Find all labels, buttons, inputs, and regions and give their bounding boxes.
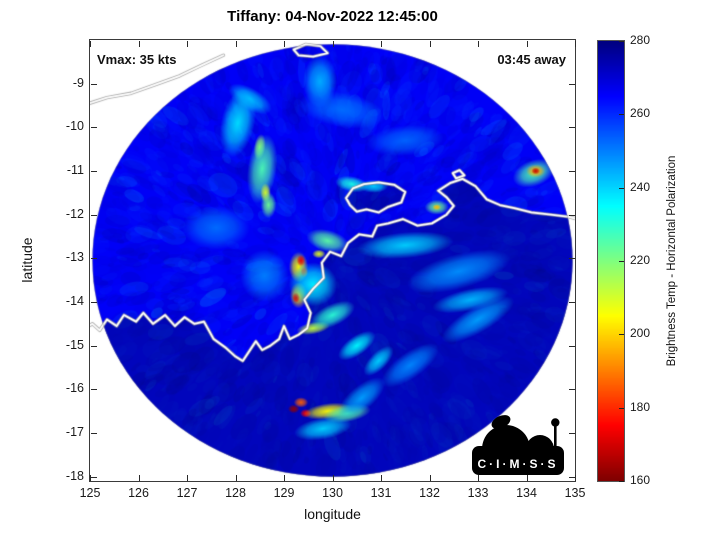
colorbar-tick-mark bbox=[619, 481, 624, 482]
x-tick-mark bbox=[138, 475, 140, 481]
x-tick-mark bbox=[526, 41, 528, 47]
y-tick-mark bbox=[569, 170, 575, 172]
dish-mast bbox=[497, 421, 505, 437]
logo-text: C·I·M·S·S bbox=[478, 457, 559, 471]
vmax-annotation: Vmax: 35 kts bbox=[97, 52, 177, 67]
colorbar-tick-label: 260 bbox=[630, 106, 651, 121]
logo-base bbox=[472, 446, 564, 475]
x-tick-mark bbox=[575, 475, 576, 481]
colorbar-tick-mark bbox=[619, 41, 624, 42]
x-tick-label: 130 bbox=[322, 486, 343, 500]
x-tick-mark bbox=[284, 41, 285, 47]
y-tick-mark bbox=[91, 301, 97, 303]
x-tick-label: 131 bbox=[370, 486, 392, 500]
x-tick-label: 133 bbox=[467, 486, 489, 500]
y-tick-mark bbox=[569, 214, 575, 216]
y-tick-mark bbox=[569, 258, 575, 260]
x-tick-mark bbox=[90, 41, 91, 47]
y-tick-mark bbox=[91, 258, 97, 260]
x-tick-mark bbox=[138, 41, 140, 47]
x-tick-mark bbox=[429, 475, 431, 481]
x-tick-label: 126 bbox=[128, 486, 149, 500]
plot-area bbox=[89, 39, 576, 482]
y-tick-label: -18 bbox=[65, 468, 84, 483]
x-tick-mark bbox=[90, 475, 91, 481]
x-tick-label: 125 bbox=[79, 486, 101, 500]
y-tick-label: -14 bbox=[65, 293, 84, 308]
x-tick-label: 127 bbox=[176, 486, 198, 500]
x-tick-mark bbox=[381, 475, 382, 481]
y-tick-label: -12 bbox=[65, 206, 84, 221]
x-tick-mark bbox=[187, 475, 188, 481]
x-tick-mark bbox=[381, 41, 382, 47]
x-tick-mark bbox=[478, 475, 479, 481]
x-tick-mark bbox=[429, 41, 431, 47]
x-tick-mark bbox=[235, 41, 237, 47]
x-tick-mark bbox=[575, 41, 576, 47]
y-tick-mark bbox=[569, 83, 575, 85]
y-tick-mark bbox=[569, 389, 575, 391]
y-tick-label: -13 bbox=[65, 250, 84, 265]
y-tick-mark bbox=[91, 170, 97, 172]
y-tick-label: -17 bbox=[65, 424, 84, 439]
y-tick-mark bbox=[91, 127, 97, 129]
x-tick-mark bbox=[284, 475, 285, 481]
x-tick-mark bbox=[478, 41, 479, 47]
y-tick-mark bbox=[569, 301, 575, 303]
x-tick-label: 129 bbox=[273, 486, 295, 500]
x-tick-mark bbox=[526, 475, 528, 481]
colorbar-tick-label: 280 bbox=[630, 33, 651, 47]
cimss-logo: C·I·M·S·S bbox=[472, 415, 564, 475]
colorbar-tick-mark bbox=[619, 334, 624, 336]
colorbar-tick-label: 180 bbox=[630, 399, 651, 414]
tower-dish-icon bbox=[551, 418, 560, 427]
colorbar-tick-mark bbox=[619, 407, 624, 409]
y-tick-label: -10 bbox=[65, 119, 84, 134]
small-dome-icon bbox=[526, 435, 554, 449]
observatory-dome-icon bbox=[482, 425, 530, 449]
eta-annotation: 03:45 away bbox=[497, 52, 566, 67]
y-tick-mark bbox=[91, 345, 97, 347]
chart-title: Tiffany: 04-Nov-2022 12:45:00 bbox=[227, 8, 438, 25]
colorbar-tick-mark bbox=[619, 114, 624, 116]
x-tick-mark bbox=[187, 41, 188, 47]
colorbar-tick-label: 160 bbox=[630, 473, 651, 487]
y-tick-label: -9 bbox=[72, 75, 84, 90]
colorbar-tick-label: 240 bbox=[630, 179, 651, 194]
y-axis-label: latitude bbox=[19, 237, 35, 283]
y-tick-mark bbox=[569, 345, 575, 347]
x-tick-label: 132 bbox=[419, 486, 440, 500]
x-tick-mark bbox=[332, 475, 334, 481]
x-tick-mark bbox=[332, 41, 334, 47]
y-tick-mark bbox=[569, 476, 575, 478]
x-axis-label: longitude bbox=[304, 506, 361, 522]
x-tick-mark bbox=[235, 475, 237, 481]
x-tick-label: 128 bbox=[225, 486, 246, 500]
colorbar-tick-mark bbox=[619, 187, 624, 189]
y-tick-mark bbox=[91, 389, 97, 391]
y-tick-mark bbox=[569, 432, 575, 434]
radio-tower-icon bbox=[554, 426, 557, 448]
y-tick-mark bbox=[91, 83, 97, 85]
y-tick-mark bbox=[91, 476, 97, 478]
y-tick-mark bbox=[569, 127, 575, 129]
x-tick-label: 135 bbox=[564, 486, 586, 500]
y-tick-label: -16 bbox=[65, 381, 84, 396]
x-tick-label: 134 bbox=[516, 486, 537, 500]
colorbar-tick-label: 200 bbox=[630, 326, 651, 341]
y-tick-label: -15 bbox=[65, 337, 84, 352]
colorbar-tick-mark bbox=[619, 261, 624, 262]
y-tick-mark bbox=[91, 432, 97, 434]
y-tick-mark bbox=[91, 214, 97, 216]
colorbar-tick-label: 220 bbox=[630, 253, 651, 267]
y-tick-label: -11 bbox=[66, 162, 84, 177]
satellite-map-canvas bbox=[90, 40, 575, 481]
